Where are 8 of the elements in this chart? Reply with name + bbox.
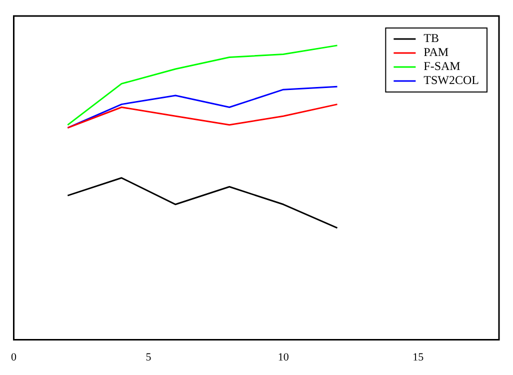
x-tick-label: 10 [278,351,290,364]
x-tick-label: 5 [146,351,152,364]
legend-label: TB [424,31,440,46]
legend-label: F-SAM [424,59,461,74]
x-tick-label: 0 [11,351,17,364]
legend-label: TSW2COL [424,73,480,88]
x-tick-label: 15 [412,351,424,364]
legend-label: PAM [424,45,449,60]
